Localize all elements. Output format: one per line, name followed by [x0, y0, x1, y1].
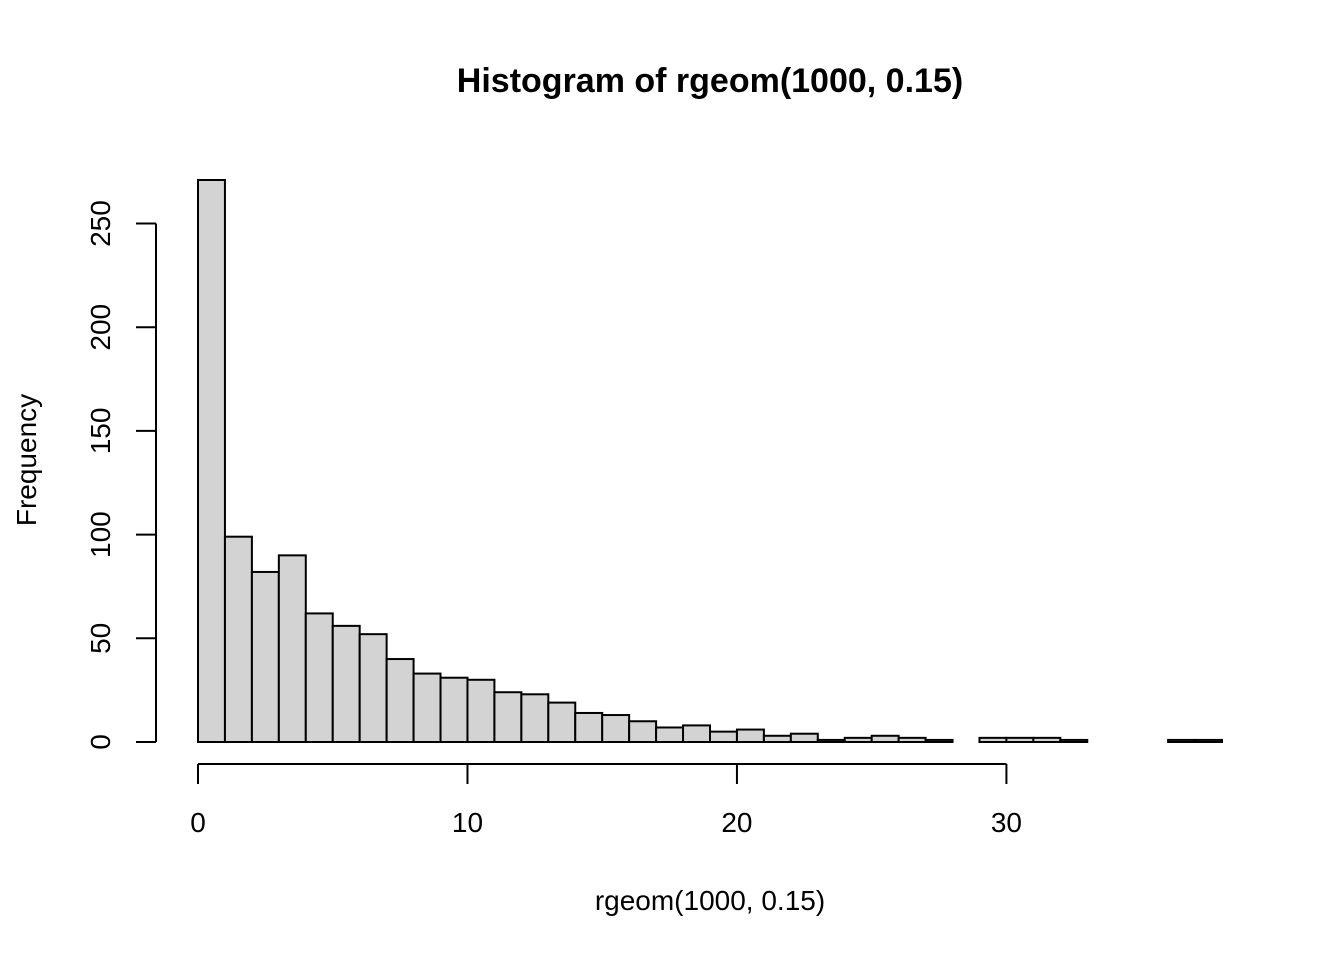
histogram-bar — [978, 736, 1008, 744]
histogram-bar — [493, 691, 523, 743]
histogram-bar — [628, 720, 658, 743]
x-axis: 0 10 20 30 — [190, 763, 1022, 838]
histogram-bar — [870, 734, 900, 744]
x-tick-label: 0 — [190, 807, 206, 838]
histogram-bar — [709, 730, 738, 743]
histogram-bar — [601, 714, 631, 743]
histogram-bar — [197, 179, 226, 743]
x-tick-label: 10 — [452, 807, 483, 838]
x-tick-label: 20 — [721, 807, 752, 838]
histogram-bar — [250, 570, 280, 744]
y-tick-label: 200 — [85, 304, 116, 351]
histogram-bar — [277, 554, 307, 743]
histogram-bar — [735, 728, 765, 743]
histogram-bar — [223, 535, 253, 743]
histogram-bar — [304, 612, 334, 744]
histogram-bar — [897, 736, 927, 744]
y-tick-label: 50 — [85, 623, 116, 654]
y-tick-label: 0 — [85, 734, 116, 750]
y-axis: 0 50 100 150 200 250 — [85, 200, 157, 750]
histogram-bar — [816, 738, 846, 744]
y-axis-label: Frequency — [11, 394, 42, 526]
histogram-bar — [574, 711, 604, 744]
y-tick-label: 250 — [85, 200, 116, 247]
histogram-bar — [466, 678, 496, 743]
histogram-bar — [655, 726, 685, 744]
histogram-bar — [1005, 736, 1035, 744]
x-tick-label: 30 — [991, 807, 1022, 838]
histogram-bar — [385, 658, 415, 743]
histogram-bar — [331, 624, 361, 744]
x-axis-label: rgeom(1000, 0.15) — [595, 885, 825, 916]
chart-title: Histogram of rgeom(1000, 0.15) — [457, 62, 963, 100]
histogram-bar — [789, 732, 819, 743]
histogram-bar — [1059, 738, 1089, 744]
y-tick-label: 150 — [85, 408, 116, 455]
histogram-bar — [439, 676, 469, 743]
histogram-bar — [1167, 738, 1197, 744]
histogram-bar — [682, 724, 711, 744]
histogram-bar — [520, 693, 550, 744]
histogram-bar — [843, 736, 873, 744]
histogram-bar — [1032, 736, 1062, 744]
histogram-bar — [358, 633, 388, 743]
histogram-bar — [547, 701, 577, 743]
histogram-bar — [762, 734, 792, 744]
histogram-bar — [412, 672, 442, 743]
histogram-bar — [924, 738, 954, 744]
y-tick-label: 100 — [85, 511, 116, 558]
histogram-bar — [1194, 738, 1223, 744]
bars-group — [197, 179, 1223, 744]
